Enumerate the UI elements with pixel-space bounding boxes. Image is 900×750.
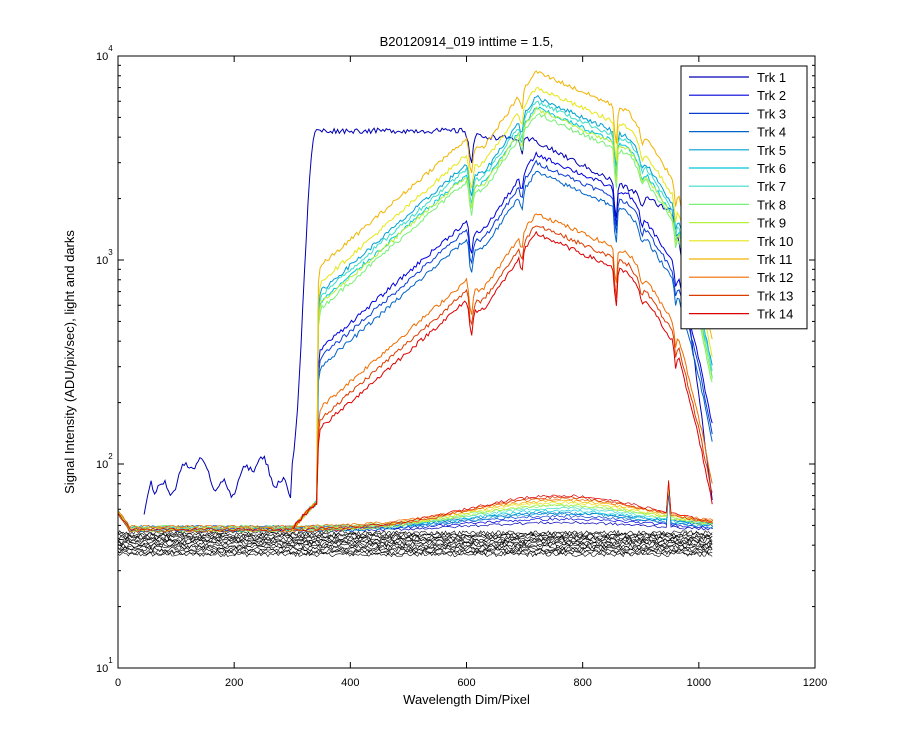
- legend: Trk 1 Trk 2 Trk 3 Trk 4 Trk 5 Trk 6 Trk 7 Trk 8…: [680, 65, 808, 330]
- y-tick-base: 10: [96, 663, 108, 675]
- y-axis-label: Signal Intensity (ADU/pix/sec), light an…: [62, 230, 77, 494]
- legend-item: Trk 13: [689, 288, 793, 303]
- legend-item: Trk 7: [689, 179, 786, 194]
- legend-box: [680, 65, 808, 330]
- series-line: [291, 94, 713, 529]
- x-tick-label: 400: [341, 677, 359, 689]
- legend-label: Trk 9: [757, 216, 786, 231]
- x-tick-label: 200: [225, 677, 243, 689]
- legend-item: Trk 1: [689, 70, 786, 85]
- low-signal-trace: [117, 486, 713, 530]
- y-tick-exponent: 1: [108, 656, 113, 665]
- y-tick-label: 102: [96, 452, 113, 471]
- series-line: [292, 86, 713, 530]
- legend-label: Trk 6: [757, 161, 786, 176]
- series-line: [291, 113, 713, 530]
- dark-trace: [117, 540, 713, 547]
- x-tick-label: 600: [457, 677, 475, 689]
- low-signal-trace: [117, 482, 713, 529]
- dark-trace: [117, 551, 713, 558]
- y-tick-base: 10: [96, 51, 108, 63]
- dark-trace: [117, 546, 713, 552]
- y-tick-exponent: 2: [108, 452, 113, 461]
- x-tick-label: 1200: [803, 677, 827, 689]
- series-line: [292, 225, 713, 529]
- legend-label: Trk 1: [757, 70, 786, 85]
- y-tick-label: 103: [96, 248, 113, 267]
- legend-item: Trk 11: [689, 252, 792, 267]
- y-tick-base: 10: [96, 255, 108, 267]
- legend-item: Trk 3: [689, 106, 786, 121]
- dark-trace: [117, 529, 713, 536]
- low-signal-trace: [117, 480, 713, 532]
- legend-label: Trk 10: [757, 234, 793, 249]
- dark-trace: [117, 537, 713, 544]
- legend-item: Trk 8: [689, 197, 786, 212]
- x-tick-label: 1000: [687, 677, 711, 689]
- legend-label: Trk 2: [757, 88, 786, 103]
- series-line: [291, 100, 713, 529]
- y-tick-base: 10: [96, 459, 108, 471]
- legend-item: Trk 6: [689, 161, 786, 176]
- series-line: [291, 213, 713, 529]
- legend-label: Trk 11: [757, 252, 792, 267]
- series-line: [291, 70, 713, 531]
- y-tick-label: 104: [96, 44, 113, 63]
- legend-label: Trk 5: [757, 143, 786, 158]
- dark-trace: [117, 534, 713, 541]
- legend-label: Trk 14: [757, 307, 793, 322]
- y-tick-label: 101: [96, 656, 113, 675]
- legend-label: Trk 4: [757, 125, 786, 140]
- series-lines: [143, 70, 713, 531]
- dark-trace: [117, 542, 713, 549]
- x-axis-label: Wavelength Dim/Pixel: [403, 692, 530, 707]
- legend-label: Trk 3: [757, 106, 786, 121]
- low-signal-traces: [117, 480, 714, 533]
- legend-label: Trk 8: [757, 197, 786, 212]
- legend-item: Trk 9: [689, 216, 786, 231]
- dark-trace: [117, 539, 713, 546]
- legend-item: Trk 10: [689, 234, 793, 249]
- legend-item: Trk 4: [689, 125, 786, 140]
- y-tick-exponent: 4: [108, 44, 113, 53]
- x-tick-label: 800: [573, 677, 591, 689]
- dark-trace: [117, 536, 713, 542]
- series-line: [292, 159, 713, 529]
- dark-trace: [117, 544, 713, 551]
- legend-label: Trk 12: [757, 270, 793, 285]
- series-line: [291, 151, 713, 530]
- dark-traces: [117, 529, 713, 558]
- series-line: [292, 230, 713, 530]
- y-tick-exponent: 3: [108, 248, 113, 257]
- series-line: [291, 170, 713, 530]
- dark-trace: [117, 548, 713, 554]
- dark-trace: [117, 531, 713, 538]
- legend-label: Trk 13: [757, 288, 793, 303]
- series-line: [291, 105, 713, 531]
- legend-item: Trk 5: [689, 143, 786, 158]
- legend-item: Trk 2: [689, 88, 786, 103]
- x-tick-label: 0: [115, 677, 121, 689]
- low-signal-trace: [117, 483, 713, 533]
- chart-title: B20120914_019 inttime = 1.5,: [380, 34, 554, 49]
- legend-label: Trk 7: [757, 179, 786, 194]
- legend-item: Trk 14: [689, 307, 793, 322]
- x-axis: 0 200 400 600 800 1000 1200: [115, 56, 827, 689]
- legend-item: Trk 12: [689, 270, 793, 285]
